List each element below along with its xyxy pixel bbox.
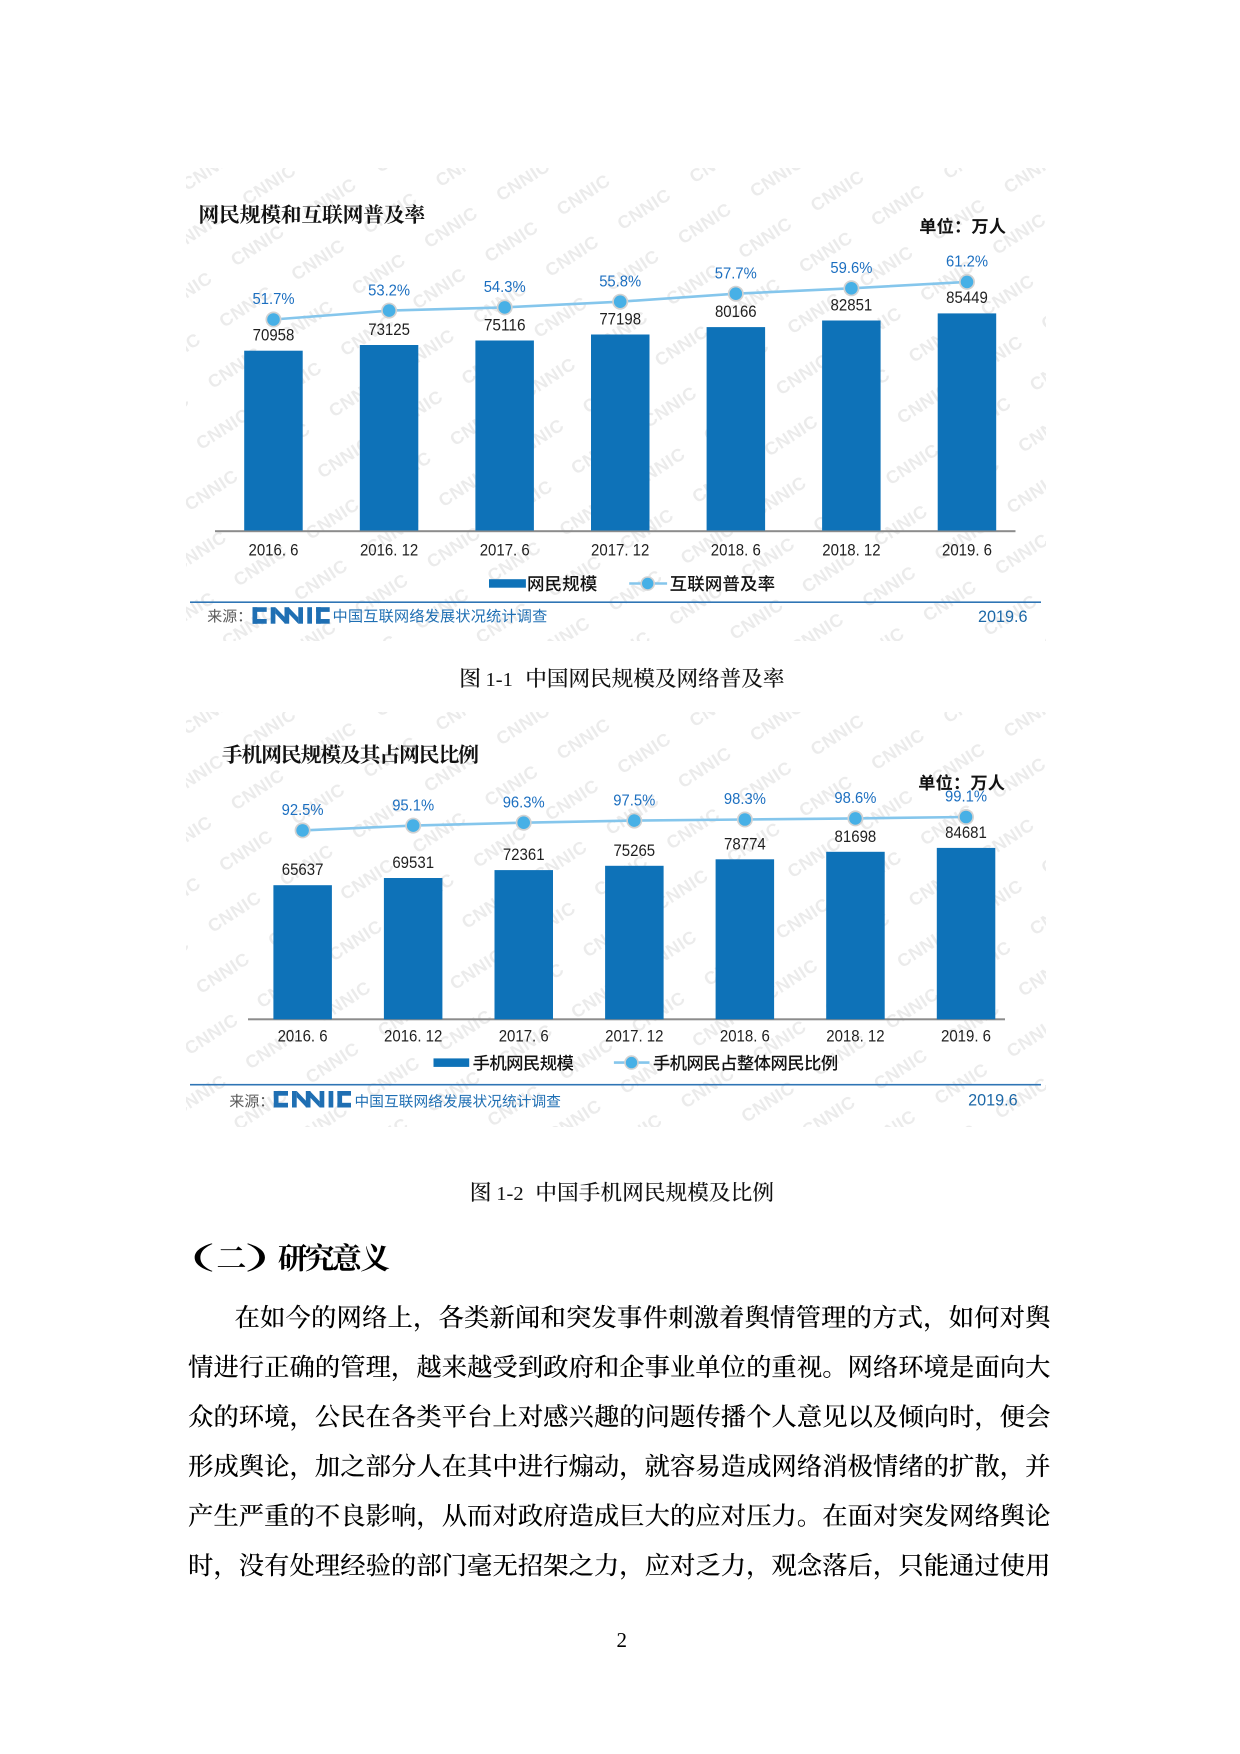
svg-text:78774: 78774 [724,835,766,853]
svg-text:70958: 70958 [253,327,295,345]
svg-text:2018. 12: 2018. 12 [822,542,880,560]
svg-text:81698: 81698 [835,828,877,846]
svg-text:2017. 6: 2017. 6 [499,1028,549,1046]
svg-text:82851: 82851 [831,296,873,314]
svg-text:96.3%: 96.3% [503,794,545,811]
svg-text:57.7%: 57.7% [715,265,757,282]
svg-text:84681: 84681 [945,824,987,842]
svg-text:2016. 12: 2016. 12 [384,1028,442,1046]
svg-text:53.2%: 53.2% [368,282,410,299]
svg-text:2018. 6: 2018. 6 [720,1028,770,1046]
svg-text:61.2%: 61.2% [946,254,988,271]
svg-text:2017. 12: 2017. 12 [591,542,649,560]
svg-text:72361: 72361 [503,846,545,864]
svg-text:2019.6: 2019.6 [978,608,1028,626]
svg-text:69531: 69531 [392,854,434,872]
svg-text:2019. 6: 2019. 6 [942,542,992,560]
svg-text:2019.6: 2019.6 [968,1092,1018,1110]
svg-text:1-2: 1-2 [496,1183,523,1205]
svg-text:2017. 6: 2017. 6 [480,542,530,560]
svg-text:65637: 65637 [282,861,324,879]
svg-text:2017. 12: 2017. 12 [605,1028,663,1046]
svg-text:2016. 12: 2016. 12 [360,542,418,560]
svg-text:98.6%: 98.6% [834,790,876,807]
svg-text:2018. 6: 2018. 6 [711,542,761,560]
svg-text:80166: 80166 [715,303,757,321]
svg-text:85449: 85449 [946,289,988,307]
svg-text:75265: 75265 [613,842,655,860]
svg-text:2016. 6: 2016. 6 [278,1028,328,1046]
svg-text:99.1%: 99.1% [945,789,987,806]
svg-text:54.3%: 54.3% [484,279,526,296]
svg-text:97.5%: 97.5% [613,792,655,809]
svg-text:55.8%: 55.8% [599,273,641,290]
svg-text:75116: 75116 [484,316,526,334]
svg-text:51.7%: 51.7% [253,291,295,308]
svg-text:95.1%: 95.1% [392,797,434,814]
svg-text:2019. 6: 2019. 6 [941,1028,991,1046]
svg-text:2018. 12: 2018. 12 [826,1028,884,1046]
svg-text:2016. 6: 2016. 6 [249,542,299,560]
svg-text:2: 2 [616,1628,627,1652]
svg-text:59.6%: 59.6% [830,260,872,277]
svg-text:73125: 73125 [368,321,410,339]
svg-text:98.3%: 98.3% [724,791,766,808]
svg-text:1-1: 1-1 [486,669,513,691]
svg-text:92.5%: 92.5% [282,802,324,819]
svg-text:77198: 77198 [599,310,641,328]
